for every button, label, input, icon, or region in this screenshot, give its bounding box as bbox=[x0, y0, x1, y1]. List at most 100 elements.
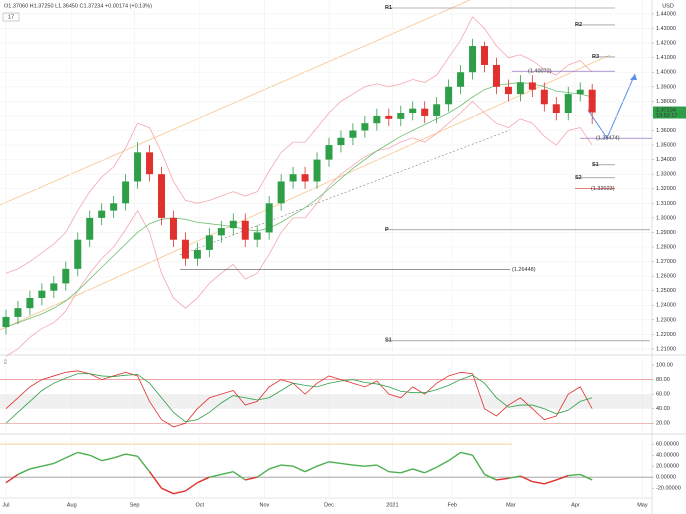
candle-body bbox=[26, 297, 34, 309]
y-tick-label: 1.22000 bbox=[656, 332, 676, 338]
y-tick-label: 60.00000 bbox=[656, 442, 679, 448]
y-tick-label: 1.27000 bbox=[656, 259, 676, 265]
y-tick-label: 1.42000 bbox=[656, 41, 676, 47]
pivot-label: P bbox=[385, 227, 389, 233]
y-tick-label: 20.00 bbox=[656, 421, 670, 427]
momentum-segment bbox=[316, 461, 330, 467]
pivot-label: S1 bbox=[385, 338, 392, 344]
momentum-segment bbox=[460, 451, 473, 456]
momentum-segment bbox=[484, 473, 497, 481]
oscillator-line bbox=[5, 370, 593, 428]
y-tick-label: 1.30000 bbox=[656, 215, 676, 221]
momentum-segment bbox=[77, 451, 90, 456]
candle-body bbox=[134, 152, 142, 182]
candle-body bbox=[504, 86, 512, 95]
candle-body bbox=[110, 203, 118, 211]
candle-body bbox=[457, 72, 465, 87]
candle-body bbox=[86, 217, 94, 240]
y-tick-label: 1.31000 bbox=[656, 201, 676, 207]
momentum-segment bbox=[579, 473, 593, 481]
momentum-segment bbox=[496, 477, 509, 481]
x-tick-label: May bbox=[637, 502, 648, 508]
x-tick-label: Apr bbox=[571, 502, 580, 508]
candle-body bbox=[229, 220, 237, 229]
pivot-label: R1 bbox=[385, 5, 392, 11]
momentum-segment bbox=[53, 457, 67, 465]
y-tick-label: 1.38000 bbox=[656, 99, 676, 105]
candle-body bbox=[588, 89, 596, 113]
x-tick-label: Jul bbox=[2, 502, 9, 508]
momentum-segment bbox=[281, 464, 294, 467]
momentum-segment bbox=[125, 453, 138, 457]
momentum-segment bbox=[556, 474, 569, 481]
candle-body bbox=[492, 64, 500, 87]
y-tick-label: 1.21000 bbox=[656, 346, 676, 352]
candle-body bbox=[516, 82, 524, 95]
momentum-segment bbox=[185, 482, 198, 492]
y-tick-label: 1.23000 bbox=[656, 317, 676, 323]
pivot-label: S2 bbox=[575, 175, 582, 181]
candle-body bbox=[337, 137, 345, 146]
momentum-segment bbox=[532, 480, 545, 485]
y-tick-label: 1.43000 bbox=[656, 26, 676, 32]
candle-body bbox=[289, 174, 297, 182]
momentum-segment bbox=[221, 470, 234, 476]
momentum-segment bbox=[173, 490, 186, 495]
momentum-segment bbox=[197, 476, 210, 484]
candle-body bbox=[540, 89, 548, 105]
panel-tag: 2 bbox=[4, 359, 7, 365]
momentum-segment bbox=[376, 464, 390, 473]
candle-body bbox=[373, 115, 381, 124]
y-tick-label: 1.34000 bbox=[656, 157, 676, 163]
level-label: (1.32023) bbox=[591, 186, 615, 192]
candle-body bbox=[397, 113, 405, 119]
momentum-segment bbox=[209, 473, 222, 478]
candle-body bbox=[385, 115, 393, 119]
study-tag: 17 bbox=[8, 14, 14, 20]
candle-body bbox=[325, 145, 333, 160]
pivot-label: S1 bbox=[592, 162, 599, 168]
trend-line bbox=[179, 129, 511, 256]
momentum-segment bbox=[5, 473, 19, 484]
x-tick-label: Nov bbox=[259, 502, 269, 508]
currency-label: USD bbox=[662, 3, 674, 9]
momentum-segment bbox=[328, 461, 342, 465]
y-tick-label: 80.00 bbox=[656, 377, 670, 383]
candle-body bbox=[481, 46, 489, 65]
x-tick-label: Mar bbox=[506, 502, 516, 508]
candle-body bbox=[433, 104, 441, 116]
y-tick-label: 1.32000 bbox=[656, 186, 676, 192]
momentum-segment bbox=[508, 475, 521, 479]
momentum-segment bbox=[148, 471, 163, 489]
momentum-segment bbox=[340, 462, 354, 466]
candle-body bbox=[50, 283, 58, 291]
momentum-segment bbox=[268, 464, 282, 470]
x-tick-label: Sep bbox=[130, 502, 140, 508]
candle-body bbox=[445, 86, 453, 105]
momentum-segment bbox=[256, 468, 270, 478]
x-tick-label: Oct bbox=[196, 502, 205, 508]
y-tick-label: 1.28000 bbox=[656, 244, 676, 250]
study-tag-box bbox=[2, 12, 20, 22]
candle-body bbox=[265, 203, 273, 233]
candle-body bbox=[313, 159, 321, 182]
y-tick-label: -20.00000 bbox=[656, 486, 681, 492]
candle-body bbox=[361, 123, 369, 131]
y-tick-label: 40.00000 bbox=[656, 453, 679, 459]
candle-body bbox=[576, 89, 584, 95]
momentum-segment bbox=[520, 475, 533, 483]
y-tick-label: 1.35000 bbox=[656, 143, 676, 149]
momentum-segment bbox=[412, 468, 425, 474]
candle-body bbox=[552, 104, 560, 114]
price-label: 1.37234 bbox=[656, 107, 676, 113]
momentum-segment bbox=[471, 454, 486, 475]
candle-body bbox=[301, 174, 309, 182]
momentum-segment bbox=[364, 464, 377, 467]
arrow-head bbox=[630, 74, 637, 80]
momentum-segment bbox=[304, 465, 318, 473]
y-tick-label: 1.33000 bbox=[656, 172, 676, 178]
candle-body bbox=[74, 239, 82, 269]
time-label: 13:52:17 bbox=[656, 113, 677, 119]
momentum-segment bbox=[89, 454, 102, 462]
